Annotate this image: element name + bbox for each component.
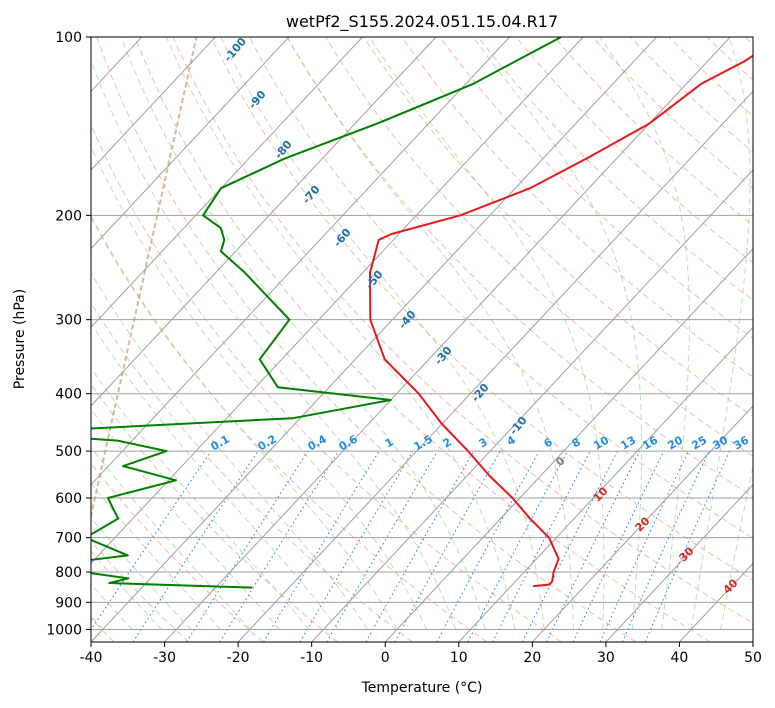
mixing-ratio-line [263,450,380,642]
isotherm-line [91,37,658,642]
plot-area [91,37,753,642]
isotherm-line [91,37,290,250]
y-tick-label: 800 [55,565,82,581]
moist-adiabat [720,464,753,630]
y-tick-label: 900 [55,595,82,611]
moist-adiabat [91,58,457,630]
moist-adiabat [91,322,339,630]
dry-adiabat [515,37,753,264]
x-tick-label: 50 [744,650,762,666]
y-axis-label: Pressure (hPa) [12,289,28,389]
mixing-ratio-line [394,450,501,642]
moist-adiabat [120,37,486,630]
y-tick-label: 100 [55,30,82,46]
moist-adiabat [472,37,643,630]
moist-adiabat [165,37,516,630]
mixing-ratio-line [326,450,439,642]
dry-adiabat [363,37,753,417]
moist-adiabat [599,37,690,630]
isotherm-line [164,37,731,642]
dry-adiabat [91,462,264,642]
x-tick-label: 0 [381,650,390,666]
dry-adiabat [401,37,753,378]
dry-adiabat [172,37,753,624]
dry-adiabat [477,37,753,301]
chart-title: wetPf2_S155.2024.051.15.04.R17 [286,12,558,32]
dewpoint-line [91,37,562,589]
mixing-ratio-line [436,450,540,642]
isotherm-line [237,90,753,642]
temperature-line [369,54,753,588]
isotherm-line [605,483,753,642]
mixing-ratio-line [219,450,340,642]
y-tick-label: 400 [55,387,82,403]
mixing-ratio-line [299,450,414,642]
dry-adiabat [91,383,339,642]
mixing-ratio-line [572,450,665,642]
isotherm-line [91,37,510,486]
dry-adiabat [287,37,753,498]
dry-adiabat [325,37,753,457]
dry-adiabat [91,216,488,642]
y-tick-label: 700 [55,531,82,547]
dry-adiabat [134,37,711,642]
axes: -40 -30 -20 -10 0 10 20 30 40 50 100 200 300 400 500 60… [46,30,762,666]
isotherm-line [91,37,216,171]
x-tick-label: -40 [80,650,103,666]
moist-adiabat [369,37,605,630]
dry-adiabat [91,123,562,642]
y-tick-label: 300 [55,313,82,329]
mixing-ratio-line [546,450,641,642]
moist-adiabat [91,272,368,630]
mixing-ratio-line [186,450,309,642]
x-tick-label: 30 [597,650,615,666]
isotherm-line [91,37,363,329]
moist-adiabat [286,37,574,630]
mixing-ratio-line [132,450,259,642]
mixing-ratio-line [622,450,710,642]
moist-adiabat [91,214,398,630]
x-tick-label: 40 [671,650,689,666]
x-tick-label: 10 [450,650,468,666]
moist-adiabat [220,37,545,630]
mixing-ratio-line [599,450,689,642]
mixing-ratio-line [365,450,475,642]
isotherm-line [458,326,753,642]
isotherm-line [531,405,753,642]
plot-frame [90,36,754,643]
x-tick-label: -10 [300,650,323,666]
moist-adiabat [91,145,427,630]
isotherm-line [384,247,753,642]
moist-adiabat [91,367,310,630]
dry-adiabat [248,37,753,539]
x-tick-label: -20 [227,650,250,666]
moist-adiabat [91,446,251,630]
y-tick-label: 500 [55,444,82,460]
y-tick-label: 200 [55,208,82,224]
isotherm-line [91,37,584,565]
x-tick-label: -30 [153,650,176,666]
x-tick-label: 20 [523,650,541,666]
mixing-ratio-line [644,450,731,642]
special-curve [91,37,198,521]
isotherm-line [311,169,753,642]
moist-adiabat [690,37,751,630]
dry-adiabat [210,37,753,581]
y-tick-label: 600 [55,491,82,507]
dry-adiabat [554,37,753,226]
x-axis-label: Temperature (°C) [361,680,483,696]
dry-adiabat [630,37,753,153]
y-tick-label: 1000 [46,622,82,638]
